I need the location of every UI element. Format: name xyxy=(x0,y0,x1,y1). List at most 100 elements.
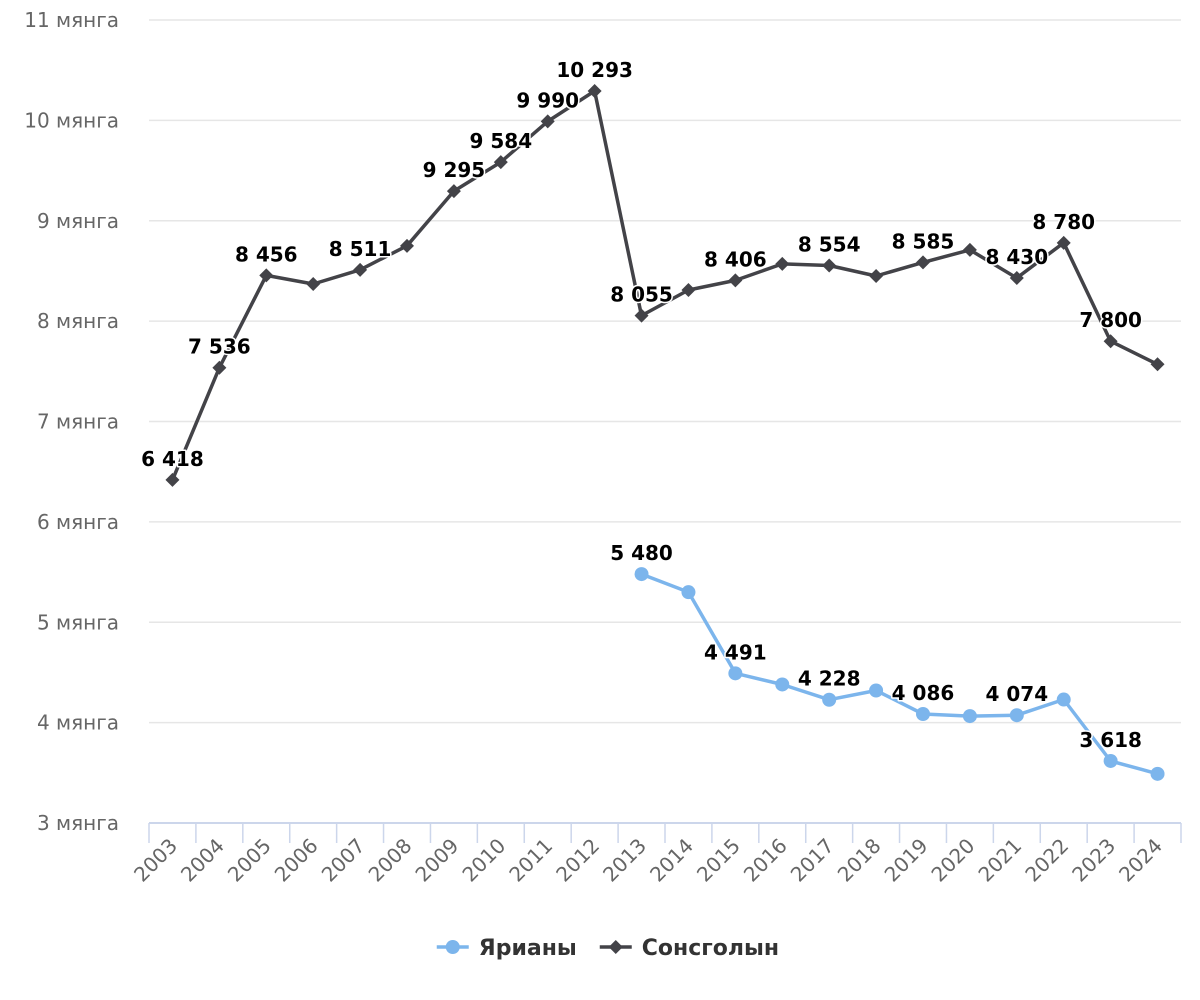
data-label: 6 418 xyxy=(141,447,204,471)
data-label: 4 491 xyxy=(704,640,767,664)
legend-marker xyxy=(445,940,460,954)
x-tick-label: 2007 xyxy=(317,834,370,887)
data-point[interactable] xyxy=(587,83,602,98)
x-tick-label: 2023 xyxy=(1067,834,1120,887)
legend-label: Ярианы xyxy=(479,936,577,961)
data-point[interactable] xyxy=(775,256,790,271)
data-label: 7 800 xyxy=(1079,308,1142,332)
data-label: 8 511 xyxy=(329,237,392,261)
data-point[interactable] xyxy=(869,683,884,698)
data-point[interactable] xyxy=(916,706,930,721)
data-point[interactable] xyxy=(822,258,837,273)
x-tick-label: 2015 xyxy=(692,834,745,887)
y-tick-label: 3 мянга xyxy=(37,811,119,835)
data-label: 8 585 xyxy=(892,229,955,253)
data-point[interactable] xyxy=(681,283,696,298)
data-point[interactable] xyxy=(1103,334,1118,349)
series-group xyxy=(165,83,1165,781)
data-label: 10 293 xyxy=(556,58,633,82)
data-point[interactable] xyxy=(1103,753,1118,768)
x-tick-label: 2019 xyxy=(880,834,933,887)
legend-marker xyxy=(608,940,623,954)
data-point[interactable] xyxy=(1150,357,1165,372)
y-tick-label: 5 мянга xyxy=(37,610,119,634)
data-label: 8 554 xyxy=(798,233,861,257)
x-tick-label: 2018 xyxy=(833,834,886,887)
data-point[interactable] xyxy=(353,262,368,277)
data-label: 9 584 xyxy=(469,129,532,153)
data-point[interactable] xyxy=(540,114,555,129)
x-tick-label: 2012 xyxy=(551,834,604,887)
x-tick-label: 2009 xyxy=(410,834,463,887)
x-tick-label: 2008 xyxy=(364,834,417,887)
legend-item-1[interactable]: Ярианы xyxy=(436,936,577,961)
legend-label: Сонсголын xyxy=(642,936,779,961)
y-tick-label: 6 мянга xyxy=(37,510,119,534)
data-label: 4 086 xyxy=(892,681,955,705)
data-label: 8 430 xyxy=(985,245,1048,269)
data-label: 7 536 xyxy=(188,335,251,359)
data-label: 8 055 xyxy=(610,283,673,307)
x-tick-label: 2014 xyxy=(645,834,698,887)
x-tick-label: 2020 xyxy=(926,834,979,887)
data-point[interactable] xyxy=(822,692,837,707)
data-point[interactable] xyxy=(446,184,461,199)
data-label: 8 456 xyxy=(235,242,298,266)
data-point[interactable] xyxy=(728,273,743,288)
data-point[interactable] xyxy=(775,677,790,692)
data-point[interactable] xyxy=(1056,235,1071,250)
data-point[interactable] xyxy=(1009,708,1024,723)
data-labels: 5 480 4 491 4 228 4 086 4 074 3 618 6 418 7 536… xyxy=(140,56,1144,753)
data-point[interactable] xyxy=(869,268,884,283)
series-line-1 xyxy=(640,572,1158,776)
data-label: 4 228 xyxy=(798,667,861,691)
data-point[interactable] xyxy=(728,666,743,681)
x-tick-label: 2011 xyxy=(504,834,557,887)
y-tick-label: 9 мянга xyxy=(37,209,119,233)
x-tick-label: 2024 xyxy=(1114,834,1167,887)
data-point[interactable] xyxy=(1150,766,1165,781)
y-tick-label: 7 мянга xyxy=(37,410,119,434)
y-tick-label: 11 мянга xyxy=(24,8,119,32)
x-tick-label: 2013 xyxy=(598,834,651,887)
series-line-2 xyxy=(170,89,1159,481)
data-label: 9 295 xyxy=(423,158,486,182)
x-tick-label: 2022 xyxy=(1020,834,1073,887)
data-point[interactable] xyxy=(1056,692,1071,707)
data-point[interactable] xyxy=(259,268,274,283)
data-point[interactable] xyxy=(400,238,414,253)
data-label: 8 406 xyxy=(704,247,767,271)
y-tick-label: 10 мянга xyxy=(24,108,119,132)
x-tick-label: 2004 xyxy=(176,834,229,887)
y-axis: 3 мянга 4 мянга 5 мянга 6 мянга 7 мянга 8 мян… xyxy=(24,8,119,835)
data-point[interactable] xyxy=(916,255,930,270)
x-tick-label: 2006 xyxy=(270,834,323,887)
data-point[interactable] xyxy=(962,709,977,724)
data-point[interactable] xyxy=(962,242,977,257)
data-point[interactable] xyxy=(306,276,321,291)
y-tick-label: 8 мянга xyxy=(37,309,119,333)
x-tick-label: 2003 xyxy=(129,834,182,887)
data-label: 3 618 xyxy=(1079,728,1142,752)
x-tick-label: 2016 xyxy=(739,834,792,887)
data-label: 8 780 xyxy=(1032,210,1095,234)
y-tick-label: 4 мянга xyxy=(37,711,119,735)
legend-item-2[interactable]: Сонсголын xyxy=(599,936,779,961)
data-label: 4 074 xyxy=(985,682,1048,706)
data-label: 5 480 xyxy=(610,541,673,565)
data-point[interactable] xyxy=(165,472,180,487)
data-label: 9 990 xyxy=(516,88,579,112)
data-point[interactable] xyxy=(634,567,649,582)
data-point[interactable] xyxy=(493,155,508,170)
x-tick-label: 2010 xyxy=(457,834,510,887)
data-point[interactable] xyxy=(1009,270,1024,285)
data-point[interactable] xyxy=(634,308,649,323)
x-tick-label: 2005 xyxy=(223,834,276,887)
data-point[interactable] xyxy=(212,360,227,375)
gridlines xyxy=(149,19,1181,724)
data-point[interactable] xyxy=(681,585,696,600)
legend[interactable]: Ярианы Сонсголын xyxy=(436,936,779,961)
x-tick-label: 2017 xyxy=(786,834,839,887)
x-axis: 2003200420052006200720082009201020112012… xyxy=(129,822,1182,887)
